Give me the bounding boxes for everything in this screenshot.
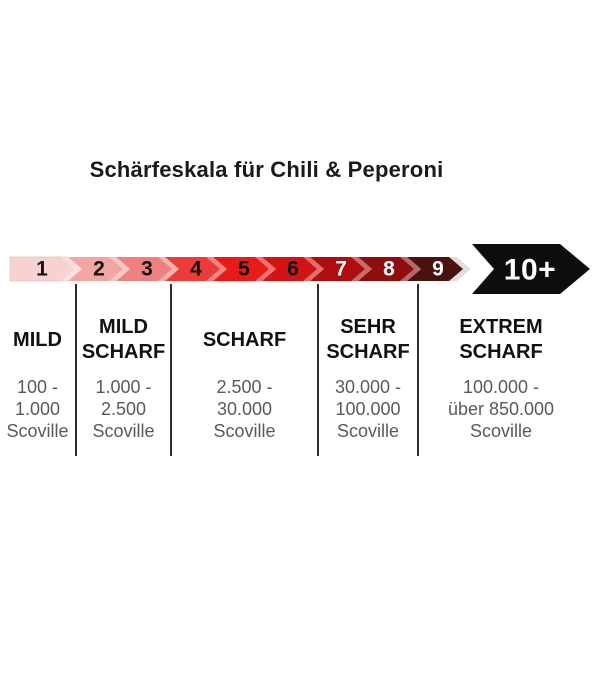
category-column-sehr-scharf: SEHR SCHARF 30.000 - 100.000 Scoville bbox=[317, 284, 417, 456]
category-label-line: EXTREM bbox=[459, 316, 543, 338]
max-level-label: 10+ bbox=[504, 254, 556, 287]
scoville-range: 30.000 - 100.000 Scoville bbox=[319, 376, 417, 442]
page-title: Schärfeskala für Chili & Peperoni bbox=[89, 157, 444, 182]
scoville-range-line: Scoville bbox=[336, 421, 400, 441]
level-chevron-4 bbox=[165, 257, 227, 281]
scoville-range-line: Scoville bbox=[92, 421, 155, 441]
level-number: 2 bbox=[93, 258, 105, 281]
scoville-range-line: 100.000 bbox=[335, 399, 401, 419]
scoville-range: 2.500 - 30.000 Scoville bbox=[172, 376, 317, 442]
category-label: MILD SCHARF bbox=[77, 284, 170, 370]
scoville-range-line: 2.500 - bbox=[216, 377, 273, 397]
chevron-highlight-end bbox=[449, 257, 470, 281]
scoville-range-line: über 850.000 bbox=[447, 399, 555, 419]
category-column-mild: MILD 100 - 1.000 Scoville bbox=[0, 284, 75, 456]
scoville-range: 100.000 - über 850.000 Scoville bbox=[419, 376, 583, 442]
level-number: 8 bbox=[383, 258, 395, 281]
chevron-highlight bbox=[61, 257, 82, 281]
category-column-scharf: SCHARF 2.500 - 30.000 Scoville bbox=[170, 284, 317, 456]
level-number: 7 bbox=[335, 258, 347, 281]
chevron-highlight bbox=[206, 257, 227, 281]
category-label-line: SEHR bbox=[340, 316, 396, 338]
chevron-highlight bbox=[303, 257, 324, 281]
level-number: 3 bbox=[141, 258, 153, 281]
level-chevron-9 bbox=[407, 257, 470, 281]
category-label-line: MILD bbox=[99, 316, 148, 338]
category-label-line: SCHARF bbox=[326, 341, 410, 363]
level-number: 6 bbox=[287, 258, 299, 281]
level-number: 1 bbox=[36, 258, 48, 281]
category-label-line: SCHARF bbox=[202, 328, 287, 351]
category-label: MILD bbox=[0, 284, 75, 370]
scoville-range-line: 2.500 bbox=[100, 399, 147, 419]
level-number: 5 bbox=[238, 258, 250, 281]
scoville-range: 100 - 1.000 Scoville bbox=[0, 376, 75, 442]
category-columns: MILD 100 - 1.000 Scoville MILD SCHARF 1.… bbox=[0, 284, 583, 456]
category-label: EXTREM SCHARF bbox=[419, 284, 583, 370]
category-column-extrem-scharf: EXTREM SCHARF 100.000 - über 850.000 Sco… bbox=[417, 284, 583, 456]
category-label: SCHARF bbox=[172, 284, 317, 370]
level-number: 9 bbox=[432, 258, 444, 281]
category-column-mild-scharf: MILD SCHARF 1.000 - 2.500 Scoville bbox=[75, 284, 170, 456]
scoville-range-line: Scoville bbox=[213, 421, 276, 441]
level-chevron-5 bbox=[213, 257, 276, 281]
heat-scale: 1 2 3 4 5 6 7 8 9 10+ bbox=[9, 244, 590, 294]
category-label-line: SCHARF bbox=[459, 341, 543, 363]
level-chevron-3 bbox=[116, 257, 179, 281]
category-label: SEHR SCHARF bbox=[319, 284, 417, 370]
scoville-range-line: 30.000 bbox=[216, 399, 273, 419]
scoville-range-line: Scoville bbox=[469, 421, 533, 441]
level-number: 4 bbox=[190, 258, 202, 281]
level-chevron-8 bbox=[358, 257, 421, 281]
category-label-line: SCHARF bbox=[81, 341, 166, 363]
level-chevron-2 bbox=[68, 257, 130, 281]
scoville-range-line: 100 - bbox=[16, 377, 59, 397]
scoville-range: 1.000 - 2.500 Scoville bbox=[77, 376, 170, 442]
scoville-range-line: Scoville bbox=[6, 421, 69, 441]
level-chevron-6 bbox=[262, 257, 324, 281]
chevron-highlight bbox=[158, 257, 179, 281]
scoville-range-line: 30.000 - bbox=[334, 377, 402, 397]
chevron-highlight bbox=[351, 257, 372, 281]
level-chevron-7 bbox=[310, 257, 372, 281]
scoville-range-line: 1.000 bbox=[14, 399, 61, 419]
scoville-range-line: 100.000 - bbox=[462, 377, 540, 397]
scoville-range-line: 1.000 - bbox=[95, 377, 152, 397]
chevron-highlight bbox=[109, 257, 130, 281]
category-label-line: MILD bbox=[13, 328, 62, 351]
max-level-arrow bbox=[472, 244, 590, 294]
chevron-highlight bbox=[255, 257, 276, 281]
chevron-highlight bbox=[400, 257, 421, 281]
